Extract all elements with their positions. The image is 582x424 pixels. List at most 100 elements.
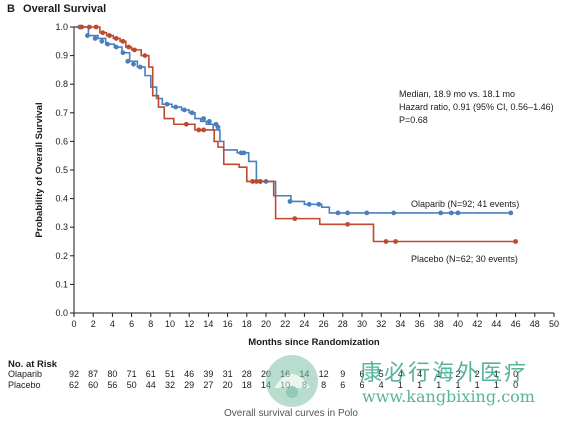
- risk-count: 1: [397, 380, 403, 390]
- watermark-url: www.kangbixing.com: [362, 387, 535, 406]
- y-tick-label: 0.0: [55, 308, 68, 318]
- risk-count: 32: [164, 380, 175, 390]
- censor-mark-placebo: [132, 47, 137, 53]
- risk-count: 20: [260, 369, 271, 379]
- x-tick-label: 18: [242, 319, 252, 329]
- y-axis-title: Probability of Overall Survival: [34, 102, 45, 237]
- censor-mark-olaparib: [173, 104, 179, 110]
- risk-count: 1: [436, 369, 442, 379]
- censor-mark-placebo: [120, 38, 126, 44]
- censor-mark-olaparib: [215, 124, 221, 130]
- x-tick-label: 42: [472, 319, 482, 329]
- risk-count: 80: [107, 369, 118, 379]
- risk-count: 6: [340, 380, 346, 390]
- risk-count: 0: [513, 380, 519, 390]
- risk-count: 51: [164, 369, 175, 379]
- risk-row-label: Placebo: [8, 380, 41, 390]
- censor-mark-placebo: [257, 179, 263, 184]
- x-tick-label: 22: [280, 319, 290, 329]
- risk-count: 4: [397, 369, 403, 379]
- risk-count: 1: [493, 380, 499, 390]
- y-tick-label: 0.5: [55, 165, 68, 175]
- chart-axes: 0 2 4 6 8 10 12 14 16 18 20 22 24 26 28 30 32 34 36 38 40 42 4…: [34, 22, 559, 348]
- censor-mark-placebo: [513, 239, 518, 244]
- stats-annotation-line: P=0.68: [399, 115, 428, 125]
- y-tick-label: 0.1: [55, 279, 68, 289]
- censor-mark-placebo: [142, 53, 148, 58]
- risk-count: 92: [68, 369, 79, 379]
- censor-mark-placebo: [201, 127, 207, 133]
- censor-mark-olaparib: [438, 210, 444, 216]
- censor-mark-placebo: [292, 216, 298, 222]
- x-tick-label: 32: [376, 319, 386, 329]
- risk-count: 50: [126, 380, 137, 390]
- x-tick-label: 10: [165, 319, 175, 329]
- censor-mark-placebo: [107, 33, 112, 38]
- x-tick-label: 14: [203, 319, 213, 329]
- censor-mark-olaparib: [335, 210, 341, 216]
- censor-mark-placebo: [100, 30, 106, 36]
- censor-mark-olaparib: [164, 101, 170, 107]
- censor-mark-olaparib: [306, 201, 312, 207]
- risk-count: 71: [126, 369, 137, 379]
- stats-annotation-line: Median, 18.9 mo vs. 18.1 mo: [399, 89, 515, 99]
- y-tick-label: 0.9: [55, 51, 68, 61]
- panel-header: B Overall Survival: [7, 3, 106, 15]
- censor-mark-olaparib: [508, 210, 514, 216]
- series-label-placebo: Placebo (N=62; 30 events): [411, 254, 518, 264]
- censor-mark-olaparib: [316, 201, 322, 207]
- censor-mark-placebo: [393, 239, 398, 244]
- censor-mark-olaparib: [120, 50, 126, 56]
- x-tick-label: 36: [415, 319, 425, 329]
- censor-mark-olaparib: [345, 210, 350, 216]
- x-tick-label: 28: [338, 319, 348, 329]
- risk-row-label: Olaparib: [8, 369, 43, 379]
- panel-letter: B: [7, 3, 15, 15]
- censor-mark-placebo: [113, 36, 119, 41]
- x-tick-label: 48: [530, 319, 540, 329]
- y-tick-label: 1.0: [55, 22, 68, 32]
- x-tick-label: 26: [319, 319, 329, 329]
- x-tick-label: 38: [434, 319, 444, 329]
- censor-mark-olaparib: [201, 116, 207, 121]
- panel-title: Overall Survival: [23, 3, 107, 15]
- censor-mark-placebo: [383, 239, 389, 244]
- y-tick-label: 0.7: [55, 108, 68, 118]
- risk-count: 4: [417, 369, 423, 379]
- x-tick-label: 12: [184, 319, 194, 329]
- censor-mark-olaparib: [241, 150, 247, 156]
- censor-mark-olaparib: [125, 58, 131, 64]
- x-tick-label: 4: [110, 319, 115, 329]
- risk-count: 1: [417, 380, 423, 390]
- watermark-logo: [266, 355, 318, 407]
- risk-count: 6: [359, 369, 365, 379]
- y-tick-label: 0.2: [55, 251, 68, 261]
- risk-count: 28: [241, 369, 252, 379]
- censor-mark-placebo: [196, 127, 202, 133]
- stats-annotation-line: Hazard ratio, 0.91 (95% CI, 0.56–1.46): [399, 102, 554, 112]
- censor-mark-olaparib: [99, 38, 105, 44]
- censor-mark-olaparib: [455, 210, 461, 216]
- risk-count: 6: [359, 380, 365, 390]
- x-tick-label: 30: [357, 319, 367, 329]
- risk-count: 56: [107, 380, 118, 390]
- y-tick-label: 0.3: [55, 222, 68, 232]
- risk-count: 46: [184, 369, 195, 379]
- risk-count: 18: [241, 380, 252, 390]
- watermark-chinese: 康必行海外医疗: [360, 361, 529, 386]
- y-tick-label: 0.4: [55, 194, 68, 204]
- censor-mark-olaparib: [113, 44, 119, 50]
- censor-mark-olaparib: [92, 36, 98, 41]
- risk-count: 62: [68, 380, 79, 390]
- risk-count: 8: [321, 380, 327, 390]
- risk-count: 4: [378, 380, 384, 390]
- x-tick-label: 0: [71, 319, 76, 329]
- x-tick-label: 2: [91, 319, 96, 329]
- survival-curve-placebo: [74, 26, 516, 243]
- risk-count: 2: [474, 369, 480, 379]
- risk-count: 12: [318, 369, 329, 379]
- censor-mark-placebo: [183, 121, 189, 127]
- censor-mark-placebo: [345, 221, 350, 227]
- x-tick-label: 40: [453, 319, 463, 329]
